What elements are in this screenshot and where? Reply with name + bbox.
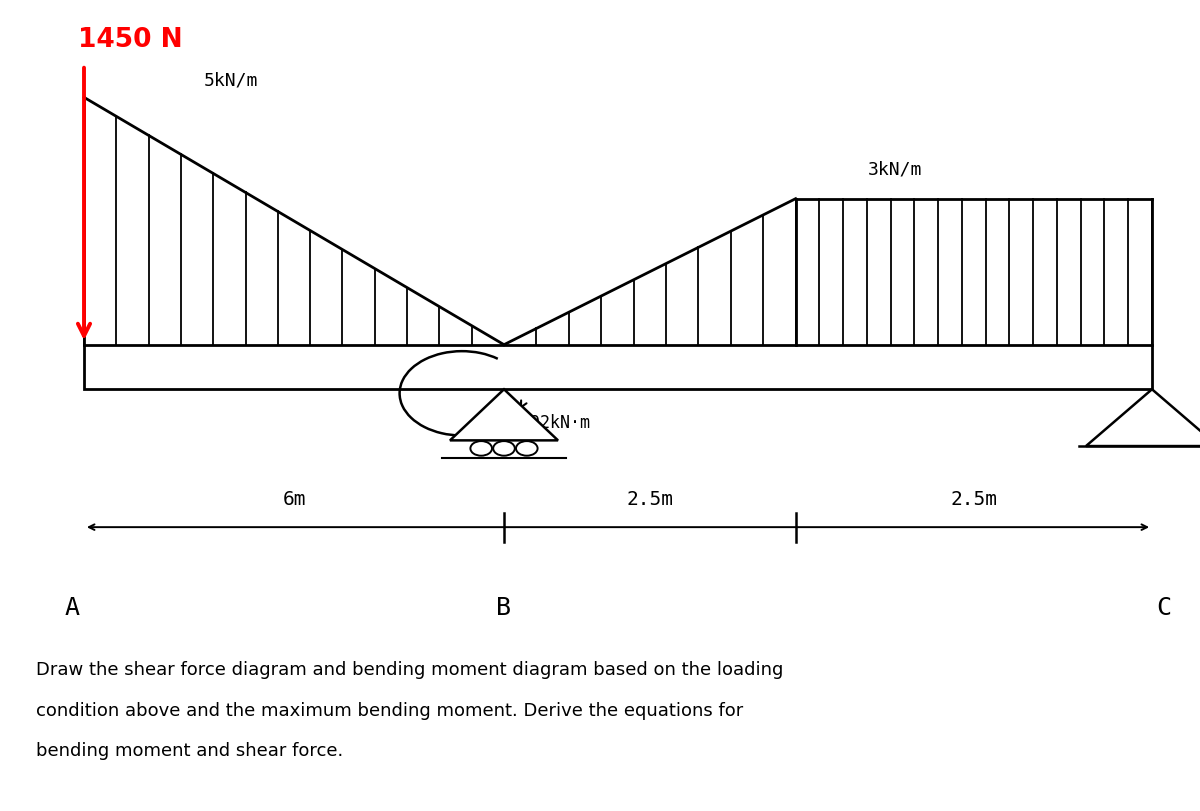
Text: A: A <box>65 596 79 620</box>
Text: 2.5m: 2.5m <box>626 491 673 509</box>
Polygon shape <box>84 345 1152 389</box>
Text: 6m: 6m <box>282 491 306 509</box>
Text: 5kN/m: 5kN/m <box>204 71 258 89</box>
Circle shape <box>493 441 515 456</box>
Text: B: B <box>497 596 511 620</box>
Text: 2.5m: 2.5m <box>950 491 997 509</box>
Text: condition above and the maximum bending moment. Derive the equations for: condition above and the maximum bending … <box>36 702 743 719</box>
Text: C: C <box>1157 596 1171 620</box>
Circle shape <box>470 441 492 456</box>
Text: 1450 N: 1450 N <box>78 27 182 53</box>
Circle shape <box>516 441 538 456</box>
Polygon shape <box>1086 389 1200 446</box>
Text: Draw the shear force diagram and bending moment diagram based on the loading: Draw the shear force diagram and bending… <box>36 661 784 679</box>
Text: bending moment and shear force.: bending moment and shear force. <box>36 742 343 760</box>
Polygon shape <box>450 389 558 440</box>
Text: 92kN·m: 92kN·m <box>530 414 590 431</box>
Text: 3kN/m: 3kN/m <box>868 161 922 178</box>
